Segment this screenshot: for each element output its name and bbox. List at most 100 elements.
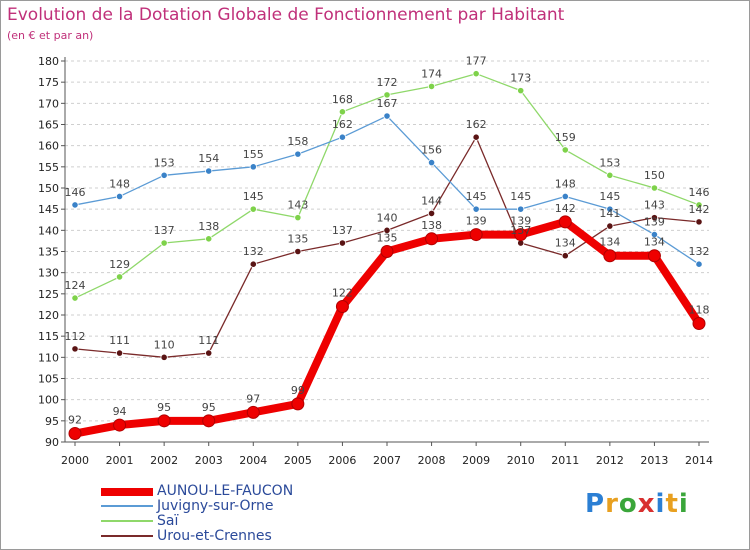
data-label: 167 bbox=[377, 97, 398, 110]
data-labels-layer: 112 111 110 111 132 135 137 140 144 162 137 134 141 1… bbox=[65, 55, 710, 427]
data-label: 143 bbox=[644, 199, 665, 212]
data-point bbox=[561, 146, 569, 154]
data-point bbox=[294, 247, 302, 256]
data-point bbox=[294, 214, 302, 222]
data-label: 153 bbox=[599, 156, 620, 169]
data-label: 134 bbox=[599, 236, 620, 249]
data-point bbox=[514, 228, 528, 242]
data-point bbox=[517, 205, 525, 213]
y-tick-label: 175 bbox=[38, 76, 59, 89]
x-tick-label: 2008 bbox=[418, 454, 446, 467]
data-label: 129 bbox=[109, 258, 130, 271]
legend-label: Juvigny-sur-Orne bbox=[157, 498, 274, 514]
y-tick-label: 145 bbox=[38, 203, 59, 216]
data-label: 137 bbox=[154, 224, 175, 237]
data-label: 172 bbox=[377, 76, 398, 89]
data-label: 153 bbox=[154, 156, 175, 169]
data-label: 135 bbox=[287, 233, 308, 246]
data-label: 139 bbox=[510, 215, 531, 228]
data-point bbox=[291, 397, 305, 411]
data-point bbox=[157, 414, 171, 428]
data-point bbox=[205, 167, 213, 175]
y-tick-label: 125 bbox=[38, 288, 59, 301]
data-point bbox=[383, 226, 391, 234]
data-point bbox=[249, 205, 257, 213]
data-point bbox=[249, 163, 257, 171]
proxiti-logo: Proxiti bbox=[585, 489, 689, 519]
data-point bbox=[115, 192, 124, 201]
logo-letter: i bbox=[678, 489, 689, 519]
y-tick-label: 130 bbox=[38, 267, 59, 280]
data-point bbox=[606, 222, 614, 230]
data-label: 145 bbox=[599, 190, 620, 203]
data-point bbox=[695, 260, 703, 268]
data-label: 112 bbox=[65, 330, 86, 343]
data-label: 142 bbox=[689, 203, 710, 216]
x-tick-label: 2012 bbox=[596, 454, 624, 467]
data-point bbox=[160, 353, 168, 361]
data-label: 110 bbox=[154, 338, 175, 351]
data-label: 146 bbox=[689, 186, 710, 199]
data-label: 162 bbox=[332, 118, 353, 131]
chart-subtitle: (en € et par an) bbox=[7, 29, 94, 42]
x-tick-label: 2003 bbox=[195, 454, 223, 467]
y-tick-label: 155 bbox=[38, 161, 59, 174]
y-tick-label: 135 bbox=[38, 246, 59, 259]
data-label: 145 bbox=[510, 190, 531, 203]
data-point bbox=[427, 82, 436, 91]
data-label: 145 bbox=[243, 190, 264, 203]
legend-item: AUNOU-LE-FAUCON bbox=[101, 483, 361, 499]
legend-swatch-aunou bbox=[101, 488, 153, 496]
data-point bbox=[561, 252, 569, 260]
y-tick-label: 90 bbox=[45, 436, 59, 449]
data-point bbox=[692, 316, 706, 330]
logo-letter: r bbox=[605, 489, 619, 519]
legend-item: Juvigny-sur-Orne bbox=[101, 498, 361, 514]
legend-item: Urou-et-Crennes bbox=[101, 528, 361, 544]
data-label: 111 bbox=[109, 334, 130, 347]
data-point bbox=[294, 150, 302, 158]
y-tick-label: 160 bbox=[38, 140, 59, 153]
x-tick-label: 2006 bbox=[328, 454, 356, 467]
legend-label: Saï bbox=[157, 513, 179, 529]
data-label: 140 bbox=[377, 211, 398, 224]
data-label: 132 bbox=[689, 245, 710, 258]
data-label: 95 bbox=[202, 401, 216, 414]
data-label: 156 bbox=[421, 144, 442, 157]
data-point bbox=[427, 159, 436, 167]
data-label: 150 bbox=[644, 169, 665, 182]
data-label: 92 bbox=[68, 414, 82, 427]
data-label: 99 bbox=[291, 384, 305, 397]
x-tick-label: 2001 bbox=[106, 454, 134, 467]
data-point bbox=[695, 201, 703, 209]
data-point bbox=[249, 260, 257, 268]
data-label: 139 bbox=[644, 216, 665, 229]
data-label: 141 bbox=[599, 207, 620, 220]
data-point bbox=[603, 249, 617, 263]
x-tick-label: 2009 bbox=[462, 454, 490, 467]
data-label: 97 bbox=[246, 392, 260, 405]
data-point bbox=[472, 205, 480, 213]
data-point bbox=[427, 209, 436, 217]
data-point bbox=[246, 405, 260, 419]
data-point bbox=[380, 245, 394, 258]
series-layer bbox=[68, 70, 706, 441]
axes: 90 95 100 105 110 115 120 125 130 135 140 145 150 155… bbox=[38, 55, 713, 467]
logo-letter: i bbox=[655, 489, 666, 519]
x-tick-label: 2002 bbox=[150, 454, 178, 467]
data-label: 159 bbox=[555, 131, 576, 144]
data-point bbox=[647, 249, 661, 263]
y-tick-label: 180 bbox=[38, 55, 59, 68]
data-label: 138 bbox=[198, 220, 219, 233]
data-label: 174 bbox=[421, 67, 442, 80]
data-label: 143 bbox=[287, 199, 308, 212]
data-point bbox=[202, 414, 216, 428]
data-point bbox=[472, 70, 480, 78]
data-point bbox=[113, 418, 127, 432]
y-tick-label: 120 bbox=[38, 309, 59, 322]
legend: AUNOU-LE-FAUCON Juvigny-sur-Orne Saï Uro… bbox=[101, 483, 361, 544]
data-label: 95 bbox=[157, 401, 171, 414]
data-point bbox=[71, 345, 79, 353]
data-point bbox=[650, 184, 659, 192]
